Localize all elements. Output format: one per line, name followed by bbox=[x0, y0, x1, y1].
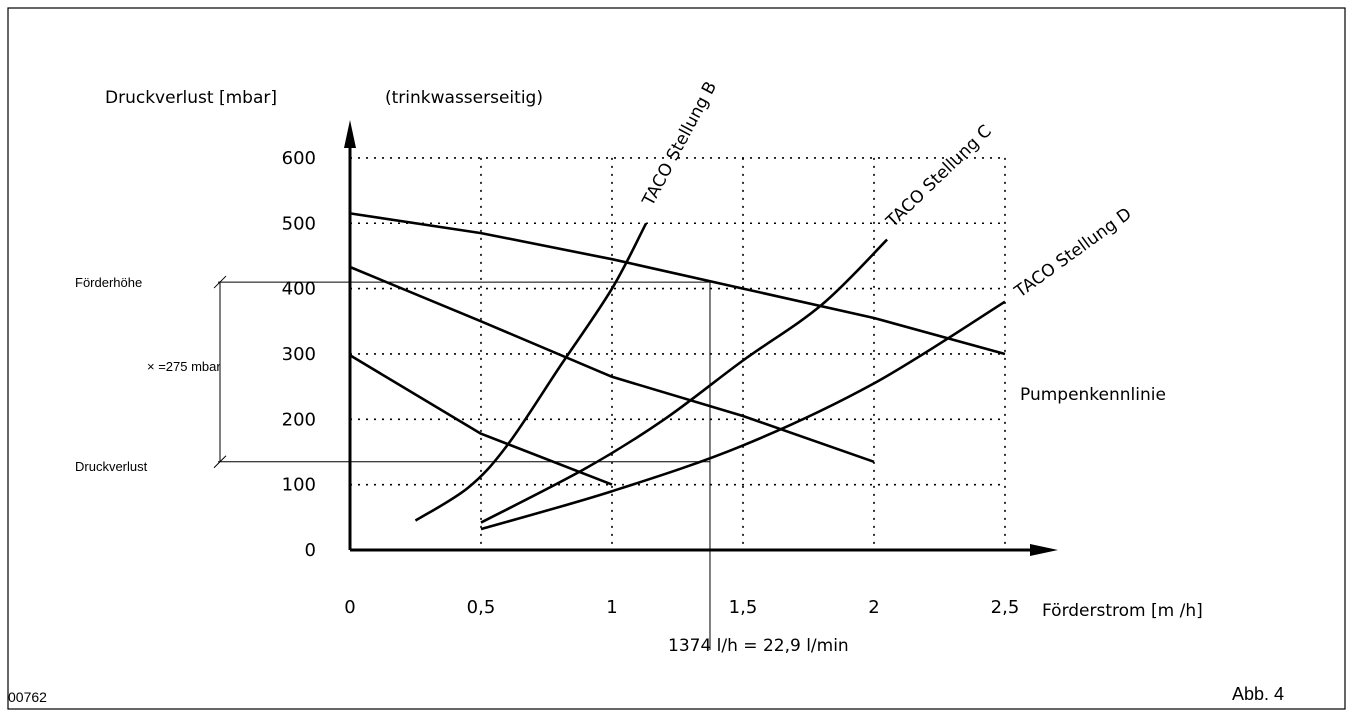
pump-curve-2 bbox=[349, 265, 875, 464]
x-tick-label-2: 1 bbox=[606, 597, 617, 618]
x-axis-arrow bbox=[1030, 544, 1058, 556]
y-tick-label-2: 200 bbox=[282, 409, 316, 430]
figure-number: Abb. 4 bbox=[1232, 684, 1284, 704]
y-tick-label-3: 300 bbox=[282, 344, 316, 365]
head-label: Förderhöhe bbox=[75, 275, 142, 290]
curves bbox=[349, 212, 1006, 531]
y-tick-label-4: 400 bbox=[282, 279, 316, 300]
operating-point-guides bbox=[213, 275, 711, 650]
head-tick-mark bbox=[213, 275, 227, 289]
figure-border bbox=[7, 7, 1346, 710]
pump-curve-3 bbox=[349, 354, 613, 486]
x-axis-label: Förderstrom [m /h] bbox=[1042, 601, 1203, 621]
y-tick-label-6: 600 bbox=[282, 148, 316, 169]
x-tick-label-1: 0,5 bbox=[467, 597, 496, 618]
loss-label: Druckverlust bbox=[75, 459, 148, 474]
taco-label-d: TACO Stellung D bbox=[1010, 204, 1135, 303]
figure-id: 00762 bbox=[8, 689, 47, 705]
y-axis-arrow bbox=[344, 120, 356, 148]
taco-curve-2 bbox=[480, 238, 889, 524]
grid-lines bbox=[350, 157, 1006, 550]
x-tick-label-3: 1,5 bbox=[729, 597, 758, 618]
axes bbox=[344, 120, 1058, 556]
tick-labels: 0 100 200 300 400 500 600 0 0,5 1 1,5 2 2,5 bbox=[282, 148, 1020, 618]
loss-tick-mark bbox=[213, 455, 227, 469]
x-tick-label-0: 0 bbox=[344, 597, 355, 618]
y-tick-label-5: 500 bbox=[282, 213, 316, 234]
pump-curve-1 bbox=[349, 212, 1006, 356]
taco-label-b: TACO Stellung B bbox=[638, 78, 721, 210]
y-axis-note: (trinkwasserseitig) bbox=[385, 88, 543, 108]
y-tick-label-1: 100 bbox=[282, 475, 316, 496]
taco-curve-1 bbox=[414, 222, 648, 522]
pump-curve-label: Pumpenkennlinie bbox=[1020, 385, 1166, 405]
taco-label-c: TACO Stellung C bbox=[882, 121, 996, 232]
y-axis-label: Druckverlust [mbar] bbox=[105, 88, 277, 108]
x-tick-label-4: 2 bbox=[868, 597, 879, 618]
delta-label: × =275 mbar bbox=[147, 359, 221, 374]
flow-label: 1374 l/h = 22,9 l/min bbox=[668, 636, 849, 656]
x-tick-label-5: 2,5 bbox=[991, 597, 1020, 618]
y-tick-label-0: 0 bbox=[305, 540, 316, 561]
taco-curve-3 bbox=[480, 300, 1006, 531]
